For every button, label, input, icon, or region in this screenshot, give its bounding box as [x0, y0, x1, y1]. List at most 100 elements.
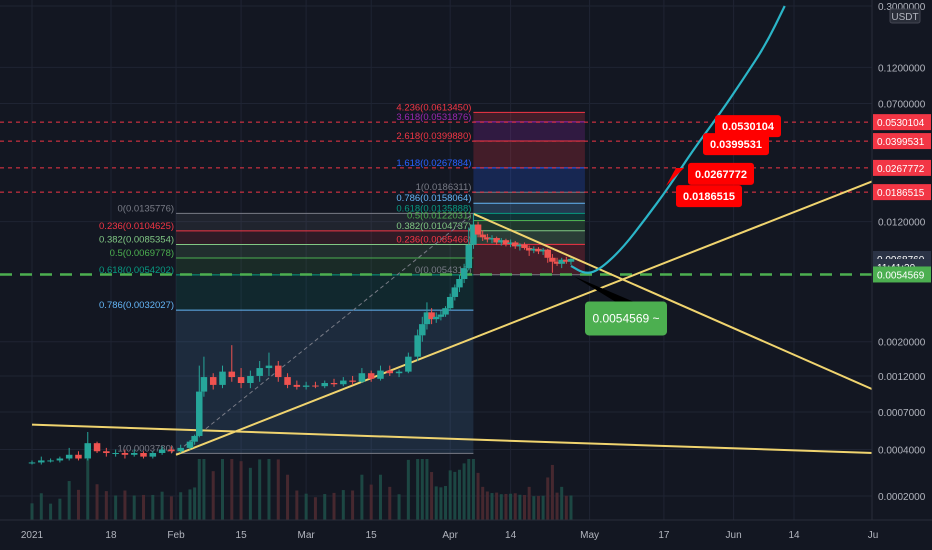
fib-anchor-line: [183, 213, 474, 447]
callout-pointer: [574, 276, 633, 302]
trendline-long-downtrend[interactable]: [31, 423, 874, 454]
fib-level-label: 2.618(0.0399880): [396, 131, 471, 142]
volume-bar: [485, 491, 489, 520]
price-tag: [873, 133, 931, 150]
fib-level-label: 0.618(0.0135888): [396, 203, 471, 214]
volume-bar: [193, 487, 197, 520]
volume-bar: [239, 461, 243, 520]
volume-bar: [114, 495, 118, 520]
x-tick-label: 18: [105, 530, 117, 541]
candle-body: [507, 242, 514, 244]
price-tag-label: 0.0530104: [877, 118, 925, 129]
price-flag[interactable]: [688, 162, 754, 185]
fib-level-label: 3.618(0.0531876): [396, 112, 471, 123]
volume-bar: [509, 493, 513, 520]
volume-bar: [258, 459, 262, 520]
fib-level-label: 0.236(0.0085466): [396, 234, 471, 245]
candle-body: [544, 249, 552, 258]
candle-body: [423, 312, 431, 325]
fib-level-label: 0(0.0054315): [415, 265, 472, 276]
fib-band: [176, 230, 474, 245]
candle-body: [474, 224, 482, 235]
projection-path: [570, 5, 786, 274]
callout-box[interactable]: [585, 301, 667, 336]
candle-body: [358, 373, 366, 382]
candle-body: [488, 238, 496, 240]
projection-curve: [570, 5, 786, 274]
fib-level-label: 1.618(0.0267884): [396, 158, 471, 169]
candle-body: [442, 308, 449, 315]
candle-body: [451, 287, 459, 297]
fib-level-label: 0.236(0.0104625): [99, 221, 174, 232]
fib-level-label: 0.382(0.0104737): [396, 221, 471, 232]
fib-band: [473, 203, 585, 214]
candle-body: [446, 296, 454, 309]
volume-bar: [179, 492, 183, 520]
price-flag-label: 0.0399531: [710, 139, 762, 151]
x-tick-label: 14: [788, 530, 800, 541]
volume-bar: [230, 459, 234, 520]
x-tick-label: Feb: [167, 530, 185, 541]
candle-body: [428, 312, 435, 320]
volume-bar: [416, 459, 420, 520]
volume-bar: [388, 486, 392, 520]
candle-body: [28, 462, 36, 464]
volume-bar: [332, 492, 336, 520]
price-flag[interactable]: [715, 115, 781, 138]
x-tick-label: Ju: [868, 530, 879, 541]
fib-band: [473, 213, 585, 221]
x-tick-label: May: [580, 530, 599, 541]
candle-body: [140, 452, 147, 457]
candle-body: [539, 249, 547, 252]
volume-bar: [132, 495, 136, 520]
candle-body: [237, 377, 245, 384]
candle-body: [65, 454, 73, 459]
volume-bar: [462, 463, 466, 520]
candle-body: [330, 383, 338, 385]
volume-bar: [550, 464, 554, 520]
price-flag[interactable]: [703, 133, 769, 156]
y-tick-label: 0.0002000: [878, 492, 926, 503]
candle-body: [386, 370, 394, 374]
y-tick-label: 0.3000000: [878, 2, 926, 13]
candle-body: [511, 242, 519, 247]
price-tag-label: 0.0054569: [877, 270, 925, 281]
candle-body: [479, 234, 486, 238]
candle-body: [130, 452, 138, 455]
price-tag: [873, 159, 931, 176]
volume-bar: [248, 467, 252, 520]
trendline-descending-resistance[interactable]: [473, 212, 874, 391]
trendline-ascending-support[interactable]: [175, 180, 874, 456]
x-tick-label: 2021: [21, 530, 44, 541]
volume-bar: [499, 494, 503, 520]
candle-body: [200, 377, 208, 392]
y-tick-label: 0.0004000: [878, 446, 926, 457]
volume-bar: [369, 484, 373, 520]
price-tag-label: 0.0399531: [877, 137, 925, 148]
volume-bar: [518, 494, 522, 520]
price-axis: 0.3000000 0.1200000 0.0700000 0.0120000 0.00…: [871, 0, 932, 550]
volume-bar: [76, 489, 80, 520]
price-flag-label: 0.0267772: [695, 169, 747, 181]
price-flag[interactable]: [676, 185, 742, 208]
fib-band: [473, 167, 585, 193]
candles: [28, 213, 575, 465]
fib-band: [176, 274, 474, 311]
currency-badge[interactable]: [889, 8, 921, 24]
fib-level-label: 0.382(0.0085354): [99, 234, 174, 245]
x-tick-label: 15: [236, 530, 248, 541]
volume-bar: [439, 487, 443, 520]
candle-body: [112, 452, 119, 454]
fib-band: [176, 213, 474, 231]
volume-bars: [30, 459, 573, 520]
trendlines: [31, 180, 874, 456]
fib-level-label: 0.5(0.0069778): [110, 248, 174, 259]
volume-bar: [536, 495, 540, 520]
volume-bar: [490, 493, 494, 520]
candle-body: [567, 258, 575, 262]
candle-body: [437, 314, 445, 317]
candle-body: [256, 368, 263, 376]
fib-band: [473, 141, 585, 168]
